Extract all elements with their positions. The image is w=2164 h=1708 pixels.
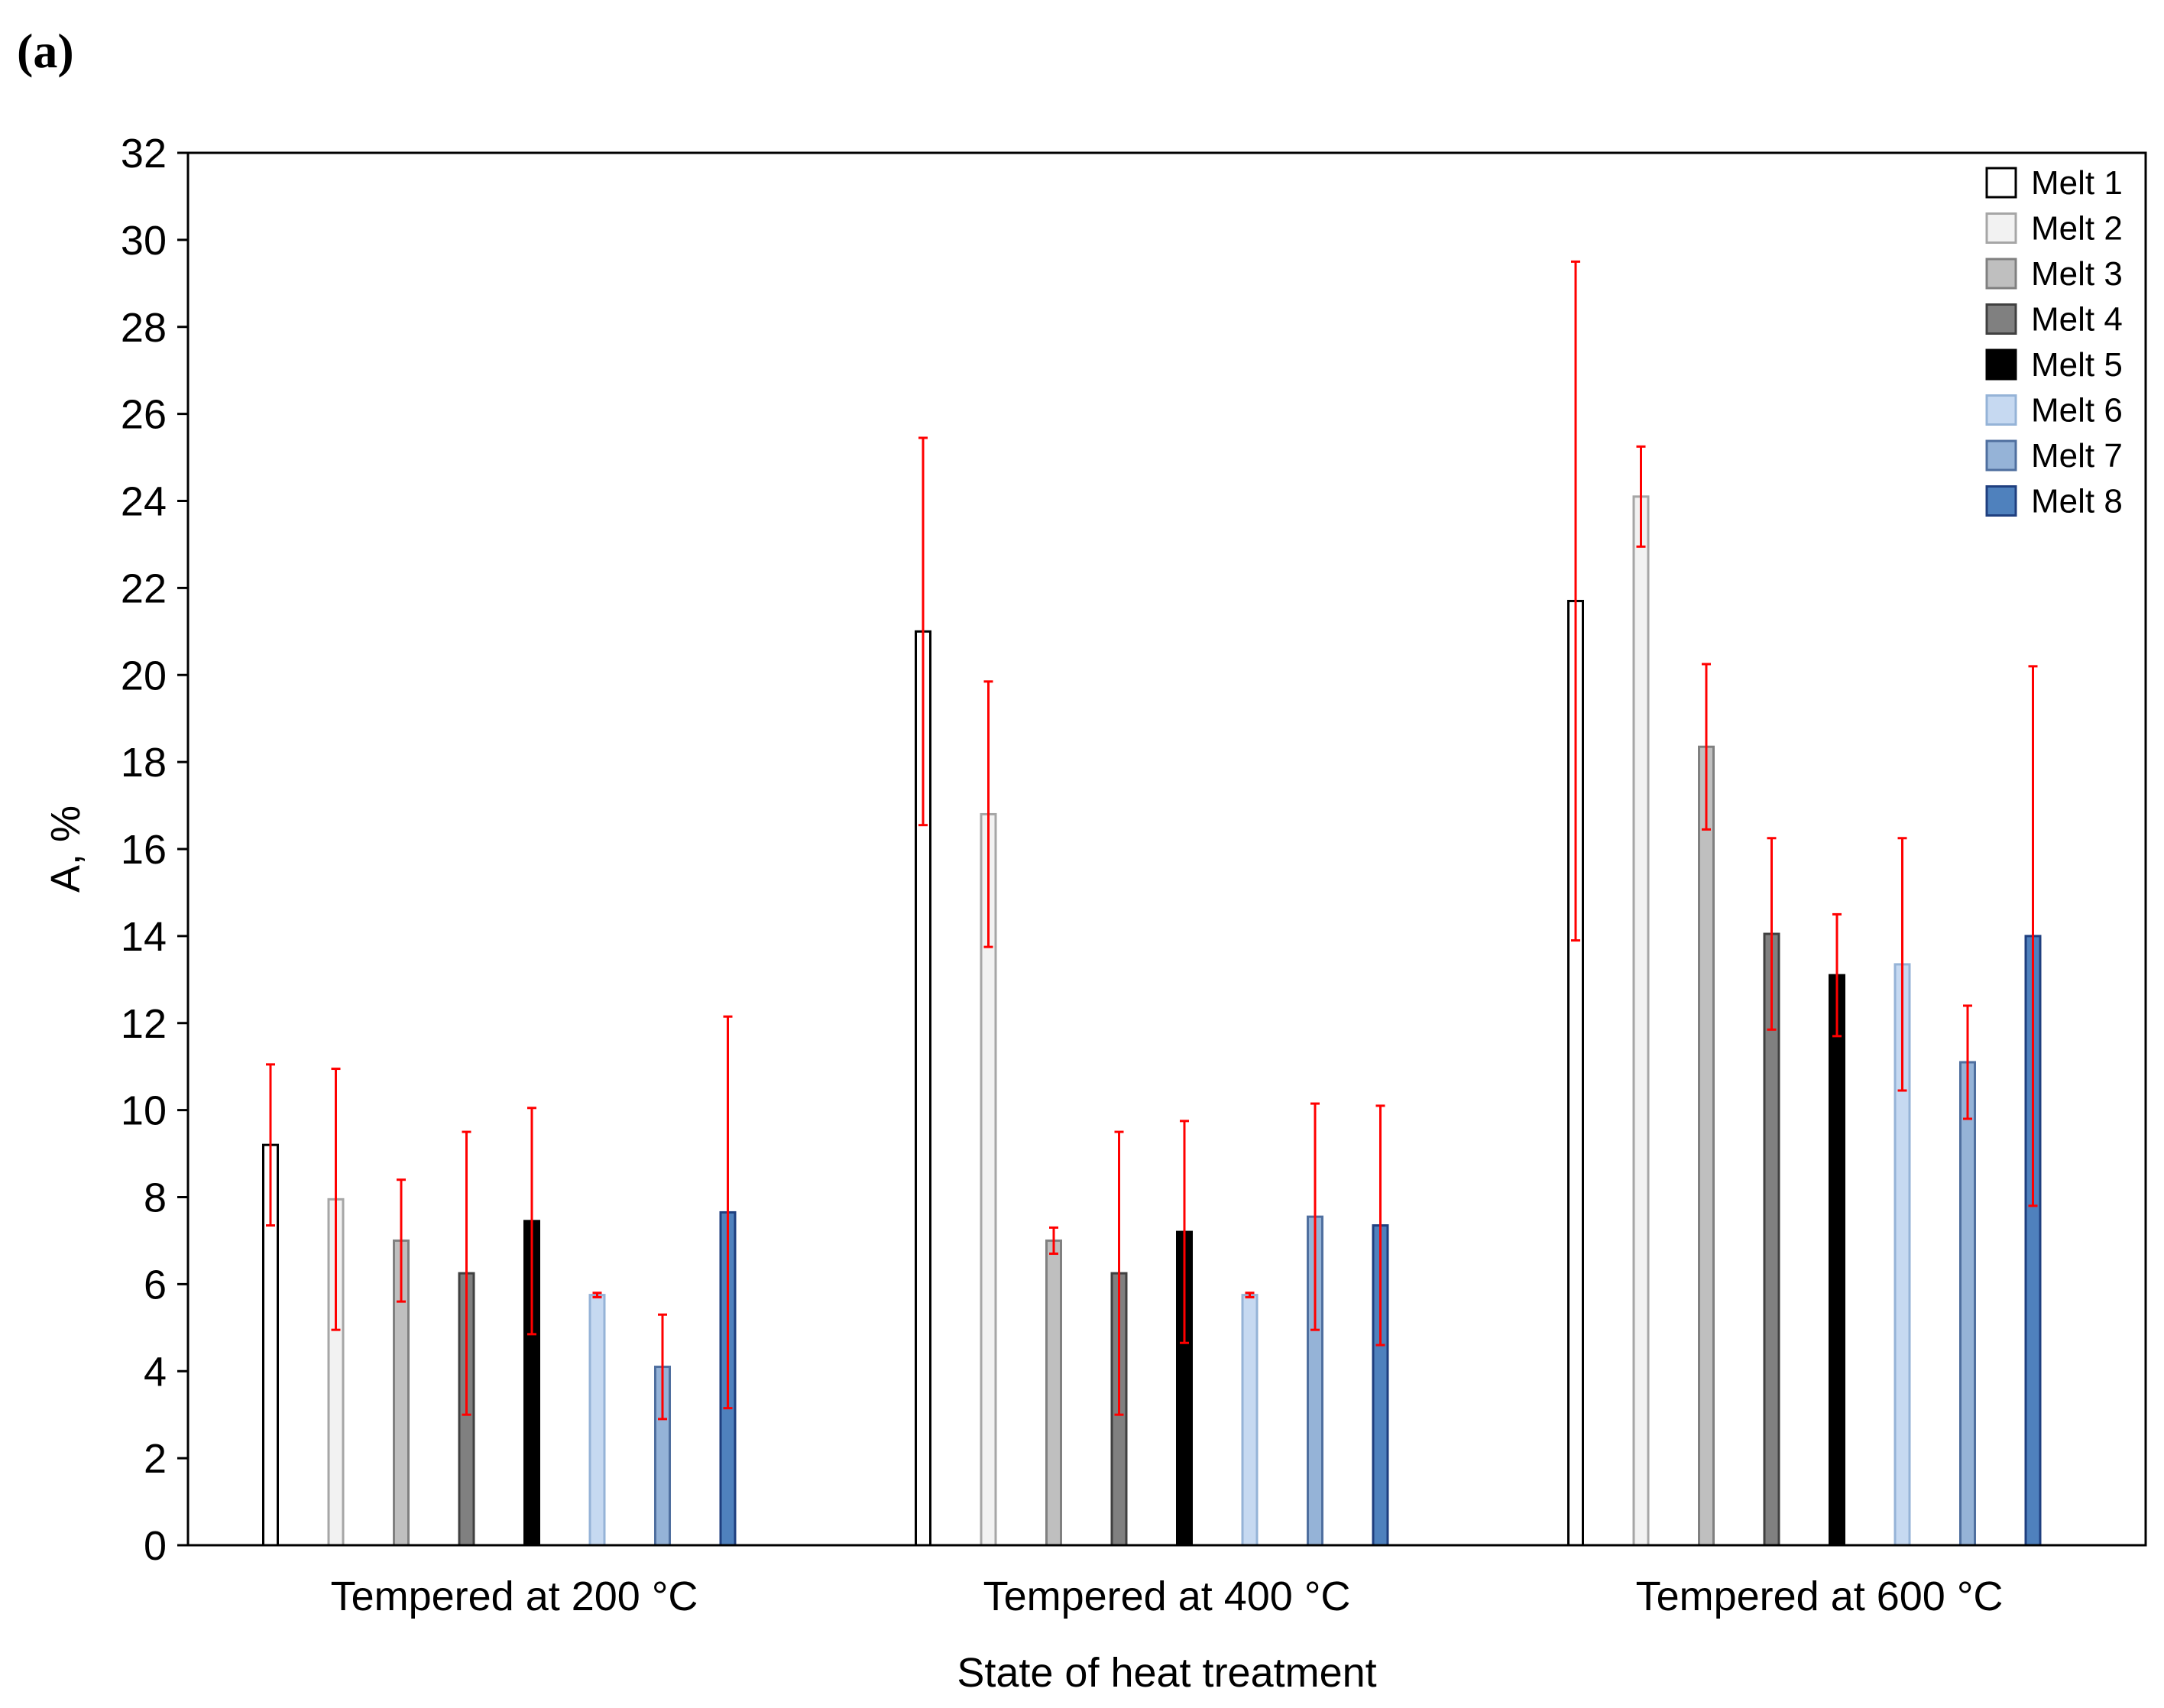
- bar: [1241, 1294, 1259, 1547]
- x-category-label: Tempered at 600 °C: [1636, 1573, 2004, 1619]
- x-axis-label: State of heat treatment: [957, 1650, 1376, 1696]
- y-tick-label: 6: [144, 1262, 167, 1308]
- legend-label: Melt 1: [2031, 164, 2123, 202]
- y-tick-label: 18: [121, 740, 167, 786]
- legend-label: Melt 8: [2031, 483, 2123, 520]
- legend-label: Melt 2: [2031, 210, 2123, 248]
- x-axis-category-labels: Tempered at 200 °C Tempered at 400 °C Temp…: [331, 1573, 2004, 1619]
- y-tick-label: 4: [144, 1349, 167, 1395]
- y-tick-label: 32: [121, 131, 167, 177]
- y-tick-label: 28: [121, 305, 167, 351]
- error-bars: [266, 260, 2038, 1421]
- y-tick-label: 26: [121, 392, 167, 438]
- y-tick-label: 24: [121, 479, 167, 525]
- legend-swatch: [1985, 258, 2017, 290]
- y-tick-label: 2: [144, 1436, 167, 1482]
- legend-label: Melt 4: [2031, 301, 2123, 339]
- bar: [1632, 495, 1650, 1547]
- plot-area-frame: [186, 151, 2147, 1547]
- legend-swatch: [1985, 303, 2017, 335]
- y-tick-label: 20: [121, 653, 167, 698]
- y-tick-label: 0: [144, 1523, 167, 1569]
- bar: [1045, 1239, 1062, 1547]
- y-tick-label: 10: [121, 1088, 167, 1134]
- y-tick-label: 16: [121, 827, 167, 873]
- legend-label: Melt 6: [2031, 392, 2123, 429]
- x-category-label: Tempered at 200 °C: [331, 1573, 698, 1619]
- y-tick-label: 12: [121, 1001, 167, 1047]
- legend-swatch: [1985, 439, 2017, 472]
- bar: [1959, 1061, 1976, 1547]
- bar: [1829, 974, 1845, 1547]
- bar: [1698, 745, 1715, 1547]
- legend-label: Melt 5: [2031, 346, 2123, 384]
- legend-swatch: [1985, 485, 2017, 517]
- x-category-label: Tempered at 400 °C: [983, 1573, 1351, 1619]
- y-tick-label: 14: [121, 914, 167, 960]
- legend-swatch: [1985, 212, 2017, 244]
- y-tick-label: 22: [121, 566, 167, 611]
- legend-swatch: [1985, 167, 2017, 199]
- bar: [588, 1294, 606, 1547]
- y-tick-label: 8: [144, 1175, 167, 1221]
- bars: [262, 495, 2042, 1547]
- panel-label: (a): [17, 24, 74, 78]
- legend-label: Melt 3: [2031, 255, 2123, 293]
- legend-swatch: [1985, 348, 2017, 381]
- legend-swatch: [1985, 394, 2017, 426]
- legend-label: Melt 7: [2031, 437, 2123, 475]
- y-tick-label: 30: [121, 218, 167, 264]
- y-axis-label: A, %: [43, 805, 89, 893]
- legend: Melt 1 Melt 2 Melt 3 Melt 4 Melt 5 Melt 6 Melt…: [1985, 164, 2123, 520]
